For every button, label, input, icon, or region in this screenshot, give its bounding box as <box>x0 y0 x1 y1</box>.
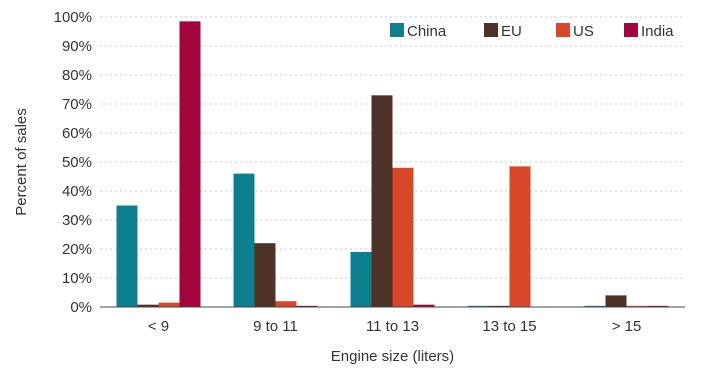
bar-china-2 <box>350 251 372 307</box>
bar-india-4 <box>647 305 669 307</box>
bar-eu-3 <box>488 305 510 307</box>
y-tick-label: 30% <box>62 212 92 229</box>
bar-china-4 <box>584 305 606 307</box>
y-tick-label: 50% <box>62 154 92 171</box>
y-tick-label: 20% <box>62 241 92 258</box>
legend-label: EU <box>501 23 522 40</box>
legend-swatch <box>556 23 570 37</box>
bar-china-3 <box>467 305 489 307</box>
x-axis-title: Engine size (liters) <box>331 348 454 365</box>
y-axis-title: Percent of sales <box>13 108 30 216</box>
y-tick-label: 90% <box>62 38 92 55</box>
x-tick-label: 13 to 15 <box>482 318 536 335</box>
legend-item-india: India <box>624 23 674 40</box>
y-tick-label: 80% <box>62 67 92 84</box>
bar-us-1 <box>275 301 297 307</box>
y-axis-ticks: 0% 10% 20% 30% 40% 50% 60% 70% 80% 90% 100% <box>54 9 92 316</box>
bar-us-2 <box>392 167 414 307</box>
legend-label: US <box>573 23 594 40</box>
bars <box>116 21 669 307</box>
bar-india-0 <box>179 21 201 307</box>
x-axis-ticks: < 9 9 to 11 11 to 13 13 to 15 > 15 <box>148 318 641 335</box>
bar-china-0 <box>116 205 138 307</box>
legend-item-eu: EU <box>484 23 522 40</box>
y-tick-label: 0% <box>70 299 92 316</box>
legend-label: China <box>407 23 447 40</box>
bar-india-1 <box>296 305 318 307</box>
x-tick-label: < 9 <box>148 318 169 335</box>
bar-us-0 <box>158 302 180 307</box>
x-tick-label: 9 to 11 <box>253 318 298 335</box>
y-tick-label: 40% <box>62 183 92 200</box>
bar-eu-1 <box>254 243 276 307</box>
bar-eu-0 <box>137 304 159 307</box>
bar-india-2 <box>413 304 435 307</box>
legend-swatch <box>390 23 404 37</box>
y-tick-label: 70% <box>62 96 92 113</box>
legend-item-china: China <box>390 23 447 40</box>
legend-swatch <box>624 23 638 37</box>
bar-us-3 <box>509 166 531 307</box>
legend: China EU US India <box>390 23 674 40</box>
y-tick-label: 60% <box>62 125 92 142</box>
x-tick-label: 11 to 13 <box>366 318 419 335</box>
legend-swatch <box>484 23 498 37</box>
bar-us-4 <box>626 305 648 307</box>
y-tick-label: 100% <box>54 9 92 26</box>
legend-item-us: US <box>556 23 594 40</box>
y-tick-label: 10% <box>62 270 92 287</box>
legend-label: India <box>641 23 674 40</box>
x-tick-label: > 15 <box>612 318 642 335</box>
bar-eu-2 <box>371 95 393 307</box>
bar-china-1 <box>233 173 255 307</box>
bar-eu-4 <box>605 295 627 307</box>
